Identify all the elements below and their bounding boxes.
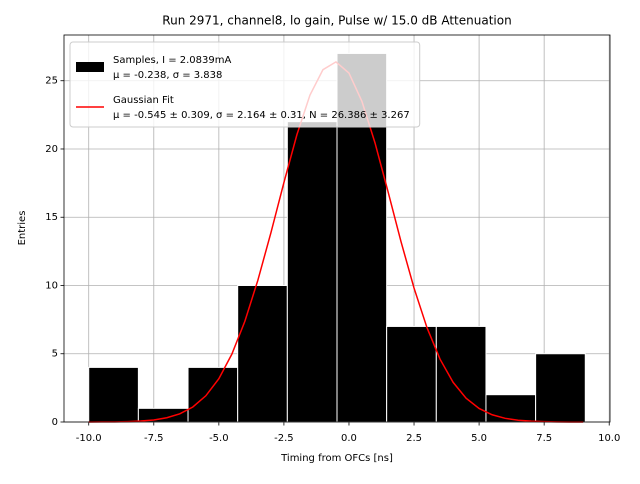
x-tick-label: 7.5 [536, 433, 552, 444]
y-tick-label: 0 [52, 417, 58, 428]
legend: Samples, I = 2.0839mA μ = -0.238, σ = 3.8… [69, 41, 421, 128]
y-axis-label: Entries [17, 211, 28, 246]
x-tick-label: 2.5 [406, 433, 422, 444]
bar [386, 325, 437, 423]
y-tick-label: 15 [45, 212, 58, 223]
legend-box [69, 41, 421, 128]
y-tick-label: 25 [45, 76, 58, 87]
x-tick-label: -10.0 [76, 433, 102, 444]
bar [187, 366, 239, 423]
x-axis-label: Timing from OFCs [ns] [280, 453, 393, 464]
plot-frame [63, 34, 611, 423]
chart-title: Run 2971, channel8, lo gain, Pulse w/ 15… [162, 14, 511, 28]
y-tick-label: 10 [45, 280, 58, 291]
legend-stats: μ = -0.545 ± 0.309, σ = 2.164 ± 0.31, N … [113, 110, 410, 121]
x-tick-label: 0.0 [341, 433, 357, 444]
y-tick-label: 20 [45, 144, 58, 155]
x-tick-label: -5.0 [209, 433, 229, 444]
bar [286, 121, 338, 423]
legend-label: Samples, I = 2.0839mA [113, 55, 231, 66]
x-tick-label: -7.5 [144, 433, 164, 444]
bar [88, 366, 139, 423]
legend-swatch [76, 62, 104, 72]
x-tick-label: -2.5 [274, 433, 294, 444]
bar [435, 325, 487, 423]
legend-label: Gaussian Fit [113, 95, 174, 106]
y-tick-label: 5 [52, 349, 58, 360]
x-tick-label: 10.0 [598, 433, 620, 444]
bar [485, 394, 537, 423]
x-tick-label: 5.0 [471, 433, 487, 444]
legend-stats: μ = -0.238, σ = 3.838 [113, 70, 222, 81]
bar [237, 284, 288, 423]
bar [535, 353, 586, 423]
